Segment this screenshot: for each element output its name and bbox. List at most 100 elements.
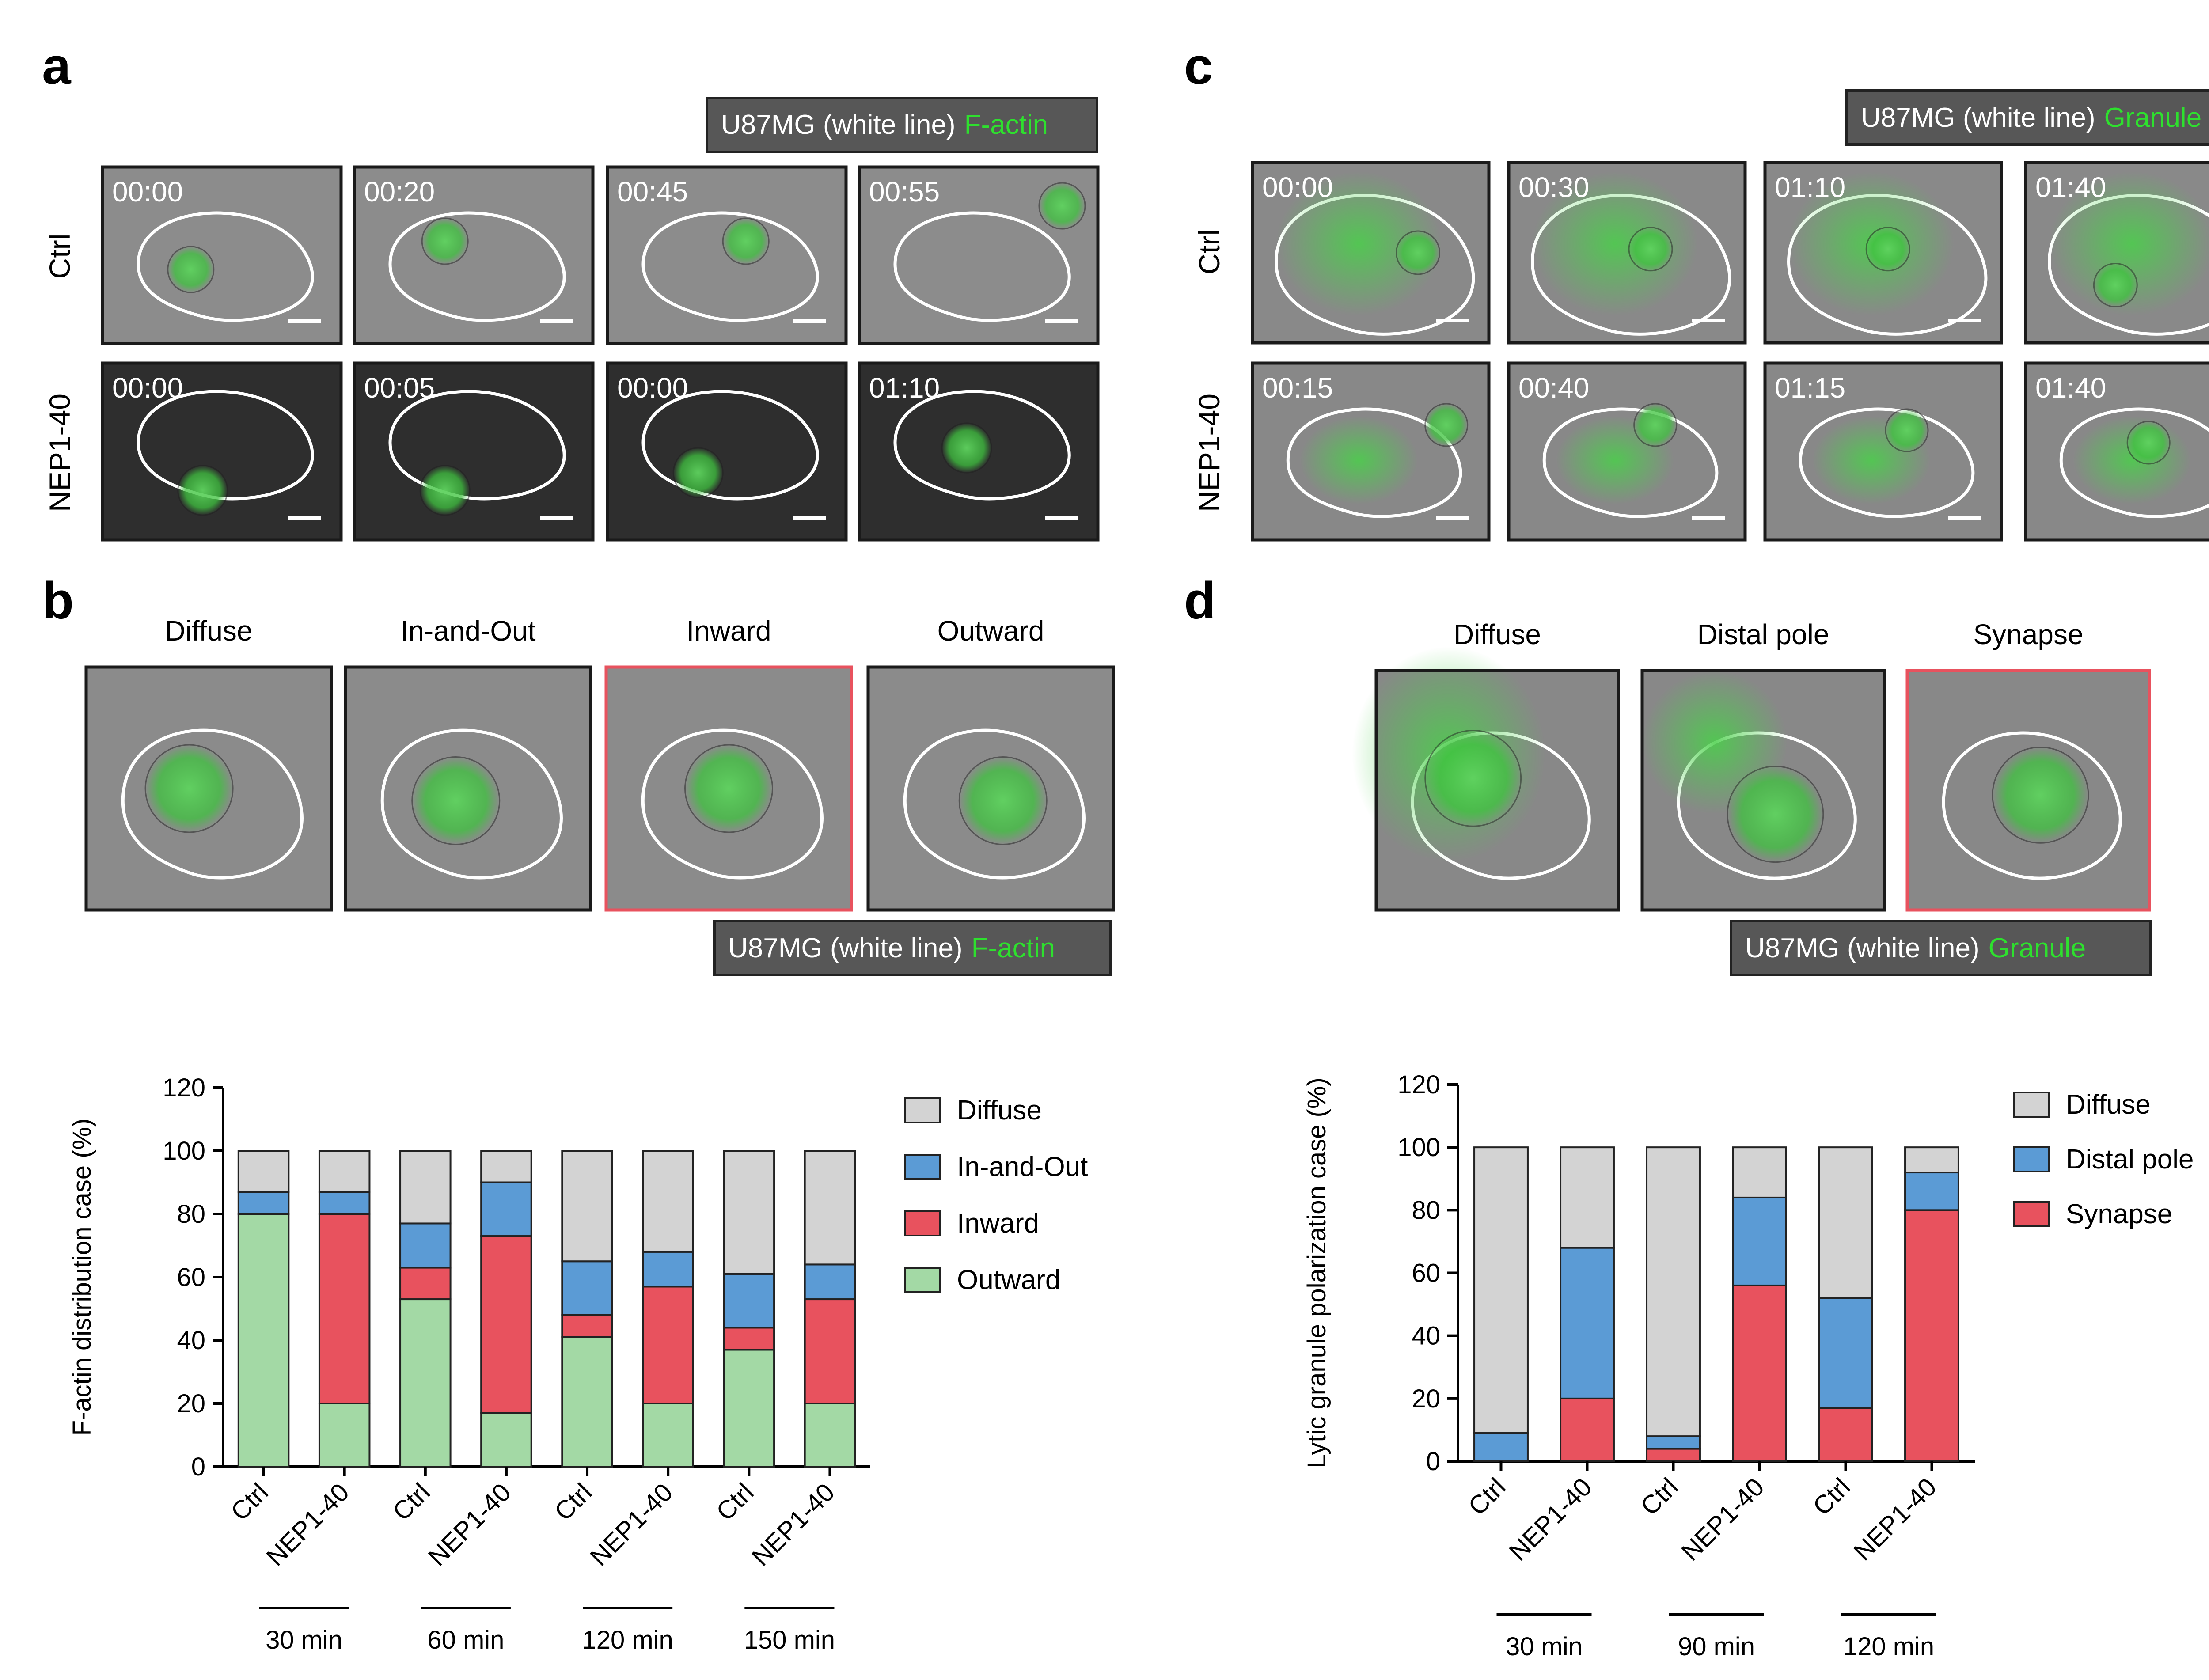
lg-chart-bar-diffuse-1 [1473,1146,1529,1434]
fa-chart-bar-in-and-out-2 [318,1191,371,1215]
fa-chart-y-tick-label: 40 [177,1326,205,1355]
a-ctrl-tile-4-cell [1038,182,1086,230]
c-nep-tile-1-cell [1424,403,1469,447]
lg-chart-y-axis-title: Lytic granule polarization case (%) [1302,1077,1331,1468]
a-nep-tile-2-cell [419,465,471,516]
b-tile-4-border [866,665,1115,912]
fa-chart-bar-in-and-out-3 [399,1222,452,1269]
b-col-header-4: Outward [937,615,1044,647]
label-box-c: U87MG (white line) Granule [1845,89,2209,146]
c-nep-tile-3-white-line [1799,407,1975,518]
lg-chart-bar-distal-pole-5 [1818,1297,1873,1409]
a-ctrl-tile-4-white-line [893,211,1071,322]
a-ctrl-tile-3-timestamp: 00:45 [617,176,688,208]
a-nep-tile-4-cell [941,422,992,474]
fa-chart-bar-inward-7 [723,1327,775,1351]
c-ctrl-tile-4: 01:40 [2024,161,2209,345]
lg-chart-bar-distal-pole-1 [1473,1432,1529,1462]
a-nep-tile-1-cell [177,465,228,516]
a-nep-tile-3-border [606,361,848,542]
fa-chart-y-tick-label: 20 [177,1389,205,1418]
b-tile-1-border [84,665,333,912]
fa-chart-bar-inward-4 [480,1235,532,1414]
a-nep-tile-4-border [858,361,1100,542]
a-ctrl-tile-1-white-line [137,211,314,322]
lg-chart-y-tick-label: 120 [1397,1070,1440,1099]
d-tile-3-white-line [1942,731,2122,880]
a-ctrl-tile-2-white-line [388,211,566,322]
lg-chart-bar-synapse-5 [1818,1407,1873,1463]
a-nep-tile-4-timestamp: 01:10 [869,372,940,404]
lg-chart-x-tick-label-4: NEP1-40 [1676,1472,1769,1566]
fa-chart-bar-outward-1 [237,1213,290,1468]
chart-f-actin-distribution: F-actin distribution case (%) 0 20 40 60 80 10… [68,1073,1088,1654]
label-box-d: U87MG (white line) Granule [1730,920,2152,976]
fa-chart-x-tick-label-1: Ctrl [225,1478,274,1526]
a-ctrl-tile-3: 00:45 [606,165,848,345]
fa-chart-bar-inward-3 [399,1267,452,1301]
a-ctrl-tile-3-border [606,165,848,345]
fa-chart-bar-diffuse-7 [723,1150,775,1275]
fa-chart-bar-diffuse-3 [399,1150,452,1225]
label-box-c-prefix: U87MG (white line) [1861,102,2095,133]
lg-chart-bar-synapse-3 [1646,1448,1701,1462]
fa-chart-legend-swatch-diffuse [904,1097,941,1123]
c-ctrl-tile-4-cell [2093,262,2138,307]
a-nep-tile-3-timestamp: 00:00 [617,372,688,404]
fa-chart-bar-diffuse-6 [642,1150,694,1253]
lg-chart-legend-swatch-synapse [2013,1201,2050,1227]
c-ctrl-tile-2-border [1507,161,1747,345]
a-ctrl-tile-2-bg [354,167,593,344]
chart-lytic-granule-polarization: Lytic granule polarization case (%) 0 20 40… [1302,1070,2194,1661]
lg-chart-legend-swatch-distal-pole [2013,1146,2050,1172]
c-ctrl-tile-1-green-blob [1276,171,1442,316]
a-ctrl-tile-3-white-line [641,211,819,322]
d-tile-3-cell [1992,746,2089,844]
a-ctrl-tile-1-bg [102,167,341,344]
c-nep-tile-4-border [2024,361,2209,542]
b-tile-1 [84,665,333,912]
panel-d-micrographs: Diffuse Distal pole Synapse [1352,618,2151,912]
c-nep-tile-3-scale-bar [1948,516,1981,520]
c-nep-tile-3-border [1763,361,2003,542]
b-tile-1-cell [144,744,234,833]
c-ctrl-tile-2-cell [1628,227,1673,272]
c-ctrl-tile-2-scale-bar [1692,319,1725,322]
a-nep-tile-3-scale-bar [793,516,826,520]
c-nep-tile-1: 00:15 [1251,361,1491,542]
a-nep-tile-4: 01:10 [858,361,1100,542]
label-box-b-marker: F-actin [972,933,1055,963]
a-ctrl-tile-2-timestamp: 00:20 [364,176,435,208]
a-nep-tile-3: 00:00 [606,361,848,542]
panel-letter-b: b [42,572,74,630]
c-ctrl-tile-1-cell [1396,230,1440,275]
lg-chart-legend-label-synapse: Synapse [2066,1199,2172,1229]
b-tile-1-white-line [121,728,304,880]
a-nep-tile-2-timestamp: 00:05 [364,372,435,404]
label-box-d-marker: Granule [1989,933,2086,963]
b-col-header-2: In-and-Out [401,615,536,647]
a-nep-tile-1-scale-bar [288,516,321,520]
fa-chart-bar-in-and-out-7 [723,1273,775,1329]
lg-chart-bar-synapse-2 [1560,1397,1615,1462]
c-ctrl-tile-4-border [2024,161,2209,345]
c-nep-tile-1-green-blob [1300,416,1418,504]
fa-chart-bar-inward-8 [804,1298,856,1405]
c-ctrl-tile-3-timestamp: 01:10 [1775,171,1845,203]
c-nep-tile-2-timestamp: 00:40 [1518,372,1589,404]
a-ctrl-tile-4-timestamp: 00:55 [869,176,940,208]
a-ctrl-tile-3-cell [722,217,770,265]
a-nep-tile-1-border [101,361,343,542]
a-nep-tile-2: 00:05 [353,361,595,542]
fa-chart-x-tick-label-3: Ctrl [387,1478,436,1526]
b-col-header-1: Diffuse [165,615,252,647]
d-col-header-2: Distal pole [1697,618,1829,650]
row-label-c-nep: NEP1-40 [1193,394,1226,512]
c-nep-tile-3-cell [1885,408,1929,452]
lg-chart-legend-label-distal-pole: Distal pole [2066,1144,2194,1175]
a-ctrl-tile-1-timestamp: 00:00 [112,176,183,208]
fa-chart-legend-label-inward: Inward [957,1208,1039,1239]
b-tile-4-white-line [903,728,1086,880]
a-ctrl-tile-2-border [353,165,595,345]
